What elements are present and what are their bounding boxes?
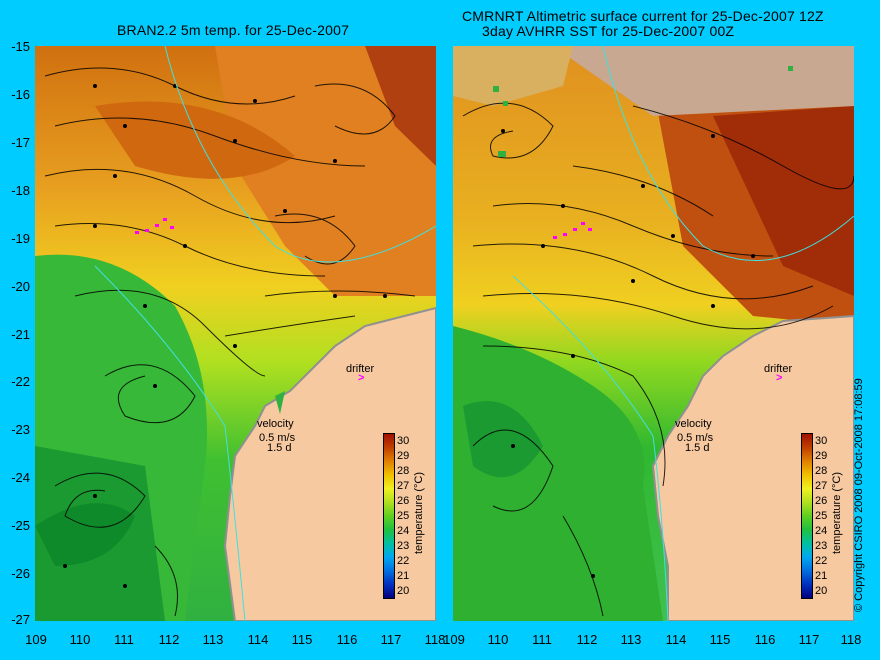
colorbar-tick: 25 [397,510,410,522]
colorbar-tick: 20 [815,585,828,597]
lon-label: 109 [443,632,465,647]
right-velocity-label: velocity [675,418,712,430]
colorbar-tick: 26 [815,495,828,507]
colorbar-tick: 20 [397,585,410,597]
lon-label: 115 [291,632,313,647]
lat-label: -25 [11,518,30,533]
right-drifter-marker: > [776,372,783,384]
lat-label: -26 [11,566,30,581]
lon-label: 112 [158,632,180,647]
lat-label: -16 [11,87,30,102]
left-map-panel: drifter > velocity 0.5 m/s 1.5 d 30 29 2… [35,46,436,621]
lon-label: 118 [840,632,862,647]
colorbar-tick: 25 [815,510,828,522]
right-panel-title-line2: 3day AVHRR SST for 25-Dec-2007 00Z [482,23,735,39]
left-panel-title: BRAN2.2 5m temp. for 25-Dec-2007 [117,22,350,38]
colorbar-tick: 30 [397,435,410,447]
colorbar-tick: 22 [815,555,828,567]
left-temperature-map [35,46,436,621]
lat-label: -22 [11,374,30,389]
lon-label: 117 [380,632,402,647]
colorbar-tick: 29 [397,450,410,462]
lon-label: 114 [247,632,269,647]
lon-label: 114 [665,632,687,647]
lat-label: -19 [11,231,30,246]
right-map-panel: drifter > velocity 0.5 m/s 1.5 d 30 29 2… [453,46,854,621]
lat-label: -23 [11,422,30,437]
lat-label: -20 [11,279,30,294]
lat-label: -15 [11,39,30,54]
lon-label: 111 [114,632,134,647]
lat-label: -21 [11,327,30,342]
lon-label: 113 [202,632,224,647]
lon-label: 110 [69,632,91,647]
colorbar-tick: 26 [397,495,410,507]
right-duration-label: 1.5 d [685,442,710,454]
left-drifter-label: drifter [346,363,375,375]
lon-label: 111 [532,632,552,647]
colorbar-tick: 27 [397,480,410,492]
colorbar-tick: 23 [397,540,410,552]
left-duration-label: 1.5 d [267,442,292,454]
lon-label: 109 [25,632,47,647]
lon-label: 112 [576,632,598,647]
colorbar-tick: 24 [397,525,410,537]
lon-label: 116 [336,632,358,647]
lon-label: 116 [754,632,776,647]
colorbar-tick: 30 [815,435,828,447]
left-drifter-marker: > [358,372,365,384]
colorbar-tick: 24 [815,525,828,537]
right-panel-title-line1: CMRNRT Altimetric surface current for 25… [462,8,824,24]
colorbar-tick: 28 [397,465,410,477]
lon-label: 115 [709,632,731,647]
left-colorbar [383,433,395,599]
colorbar-tick: 23 [815,540,828,552]
colorbar-tick: 22 [397,555,410,567]
left-speed-label: 0.5 m/s [259,432,296,444]
copyright-text: © Copyright CSIRO 2008 09-Oct-2008 17:08… [853,378,865,612]
colorbar-tick: 27 [815,480,828,492]
lon-label: 117 [798,632,820,647]
right-colorbar-label: temperature (°C) [831,471,843,554]
right-temperature-map [453,46,854,621]
lat-label: -17 [11,135,30,150]
lat-label: -18 [11,183,30,198]
colorbar-tick: 28 [815,465,828,477]
lon-label: 113 [620,632,642,647]
lat-label: -24 [11,470,30,485]
colorbar-tick: 21 [815,570,828,582]
right-colorbar [801,433,813,599]
right-speed-label: 0.5 m/s [677,432,714,444]
colorbar-tick: 21 [397,570,410,582]
lat-label: -27 [11,612,30,627]
lon-label: 118 [424,632,446,647]
lon-label: 110 [487,632,509,647]
right-drifter-label: drifter [764,363,793,375]
left-colorbar-label: temperature (°C) [413,471,425,554]
left-velocity-label: velocity [257,418,294,430]
colorbar-tick: 29 [815,450,828,462]
